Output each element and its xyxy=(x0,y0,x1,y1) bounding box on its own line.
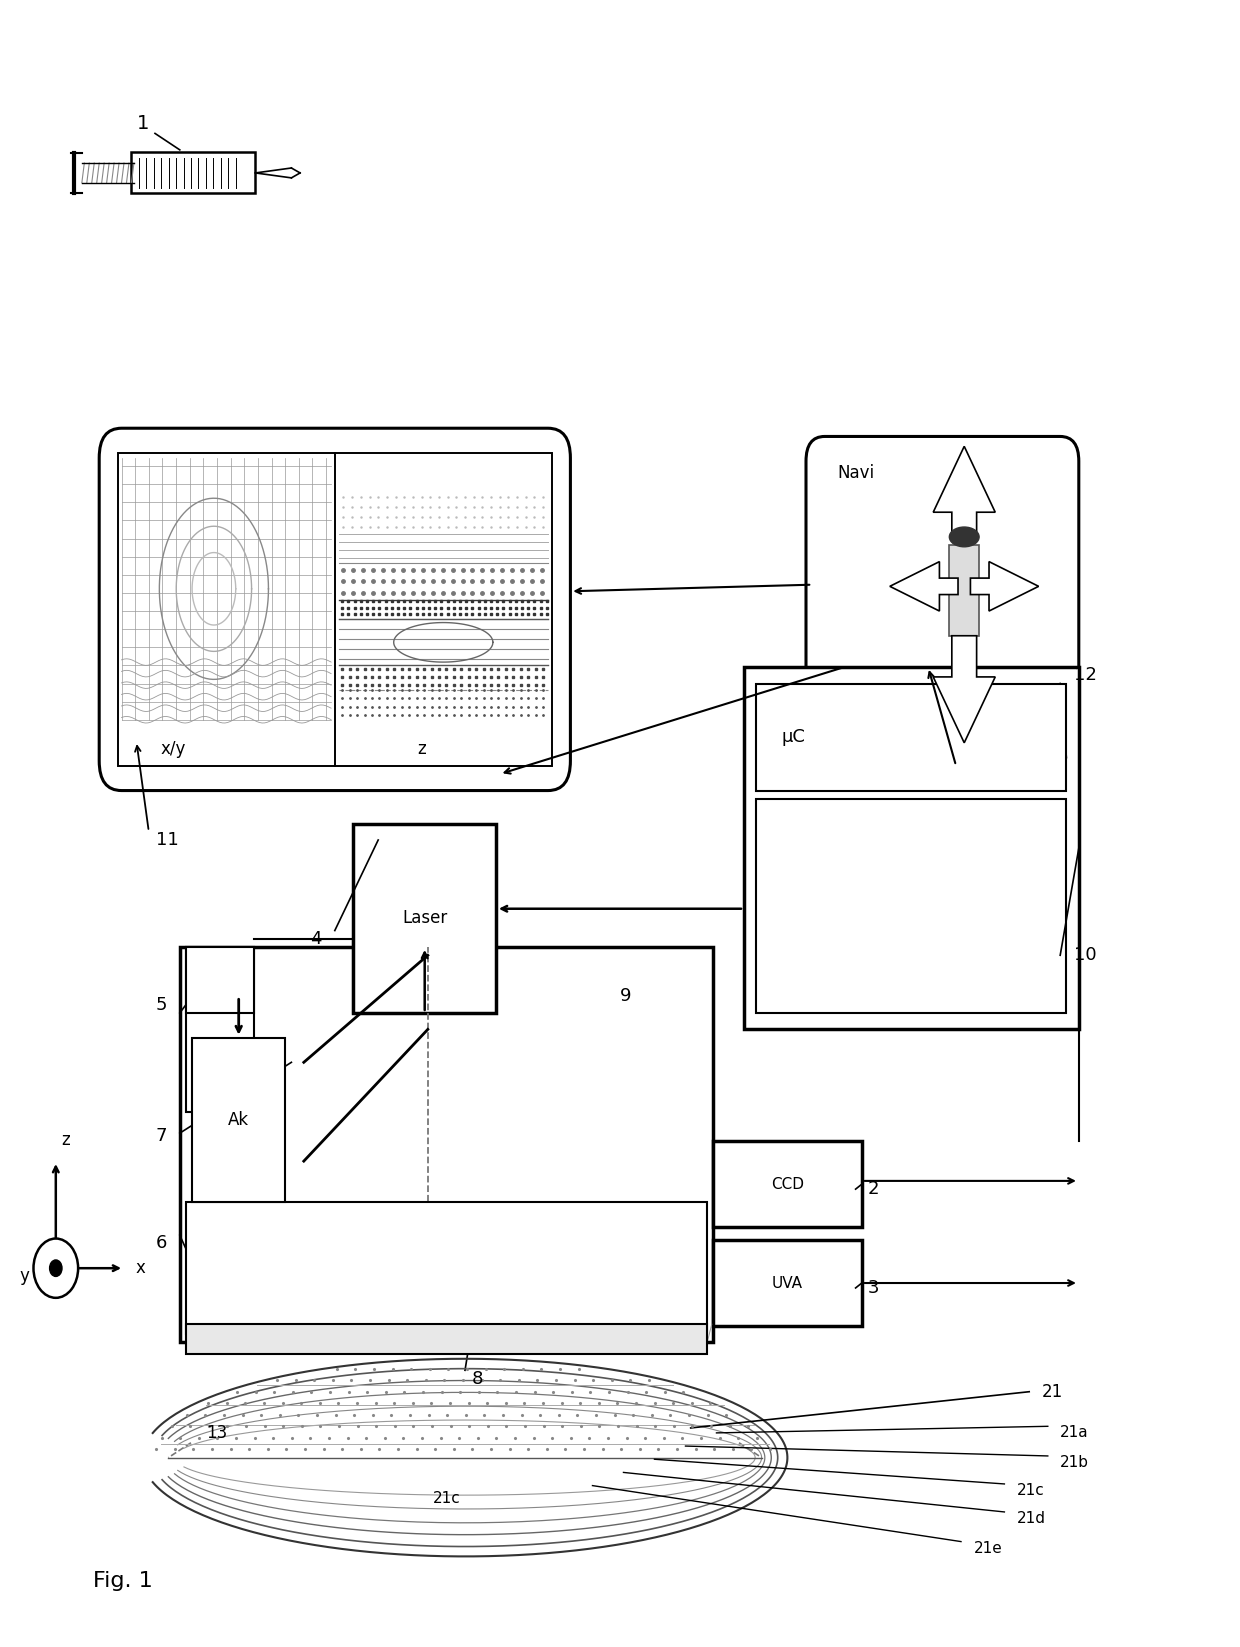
Text: 6: 6 xyxy=(155,1235,167,1252)
Text: 13: 13 xyxy=(206,1425,228,1441)
Text: 21b: 21b xyxy=(1060,1454,1089,1471)
FancyBboxPatch shape xyxy=(99,428,570,791)
Text: z: z xyxy=(61,1131,71,1148)
Text: 1: 1 xyxy=(136,114,149,133)
Text: 21a: 21a xyxy=(1060,1425,1089,1441)
Bar xyxy=(756,799,1066,1013)
Bar xyxy=(713,1240,862,1326)
Text: 21c: 21c xyxy=(433,1491,460,1507)
Text: x/y: x/y xyxy=(161,741,186,758)
Text: 10: 10 xyxy=(1074,947,1096,963)
Bar xyxy=(192,1038,285,1202)
Text: 3: 3 xyxy=(868,1280,879,1296)
Bar xyxy=(744,667,1079,1029)
Text: Ak: Ak xyxy=(228,1112,249,1128)
Bar xyxy=(118,453,552,766)
Text: Laser: Laser xyxy=(402,909,448,927)
Text: Navi: Navi xyxy=(837,464,874,481)
Text: 21e: 21e xyxy=(973,1540,1002,1556)
Text: 21: 21 xyxy=(1042,1383,1063,1400)
Text: z: z xyxy=(417,741,427,758)
Bar xyxy=(353,824,496,1013)
Bar xyxy=(186,947,254,1112)
Text: 9: 9 xyxy=(620,988,631,1005)
Text: 5: 5 xyxy=(155,996,167,1013)
Bar xyxy=(186,1324,707,1354)
FancyBboxPatch shape xyxy=(806,436,1079,766)
Text: Fig. 1: Fig. 1 xyxy=(93,1571,153,1591)
Polygon shape xyxy=(934,636,996,743)
Polygon shape xyxy=(890,562,959,611)
Text: 12: 12 xyxy=(1074,667,1096,684)
Bar xyxy=(180,947,713,1342)
Text: μC: μC xyxy=(781,728,805,746)
Text: 8: 8 xyxy=(471,1370,484,1387)
Bar xyxy=(186,947,254,1013)
Bar xyxy=(756,684,1066,791)
Bar xyxy=(131,152,255,193)
Text: y: y xyxy=(20,1268,30,1285)
Text: 7: 7 xyxy=(155,1128,167,1145)
Text: 11: 11 xyxy=(156,832,179,848)
Text: 21c: 21c xyxy=(1017,1482,1044,1499)
Polygon shape xyxy=(971,562,1039,611)
Text: 2: 2 xyxy=(868,1181,879,1197)
Text: UVA: UVA xyxy=(771,1275,804,1291)
Ellipse shape xyxy=(950,527,980,547)
Bar xyxy=(186,1202,707,1334)
Bar xyxy=(950,545,980,636)
Text: 21d: 21d xyxy=(1017,1510,1045,1527)
Bar xyxy=(713,1141,862,1227)
Circle shape xyxy=(50,1260,62,1276)
Text: CCD: CCD xyxy=(771,1176,804,1192)
Text: x: x xyxy=(135,1260,145,1276)
Circle shape xyxy=(33,1239,78,1298)
Polygon shape xyxy=(934,446,996,537)
Text: 4: 4 xyxy=(310,931,322,947)
